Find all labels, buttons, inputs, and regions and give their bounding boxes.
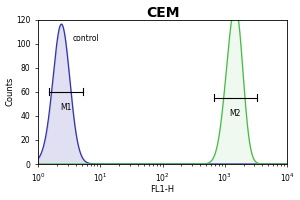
Text: M2: M2 [230, 109, 241, 118]
X-axis label: FL1-H: FL1-H [151, 185, 175, 194]
Text: control: control [72, 34, 99, 43]
Title: CEM: CEM [146, 6, 179, 20]
Y-axis label: Counts: Counts [6, 77, 15, 106]
Text: M1: M1 [60, 103, 72, 112]
